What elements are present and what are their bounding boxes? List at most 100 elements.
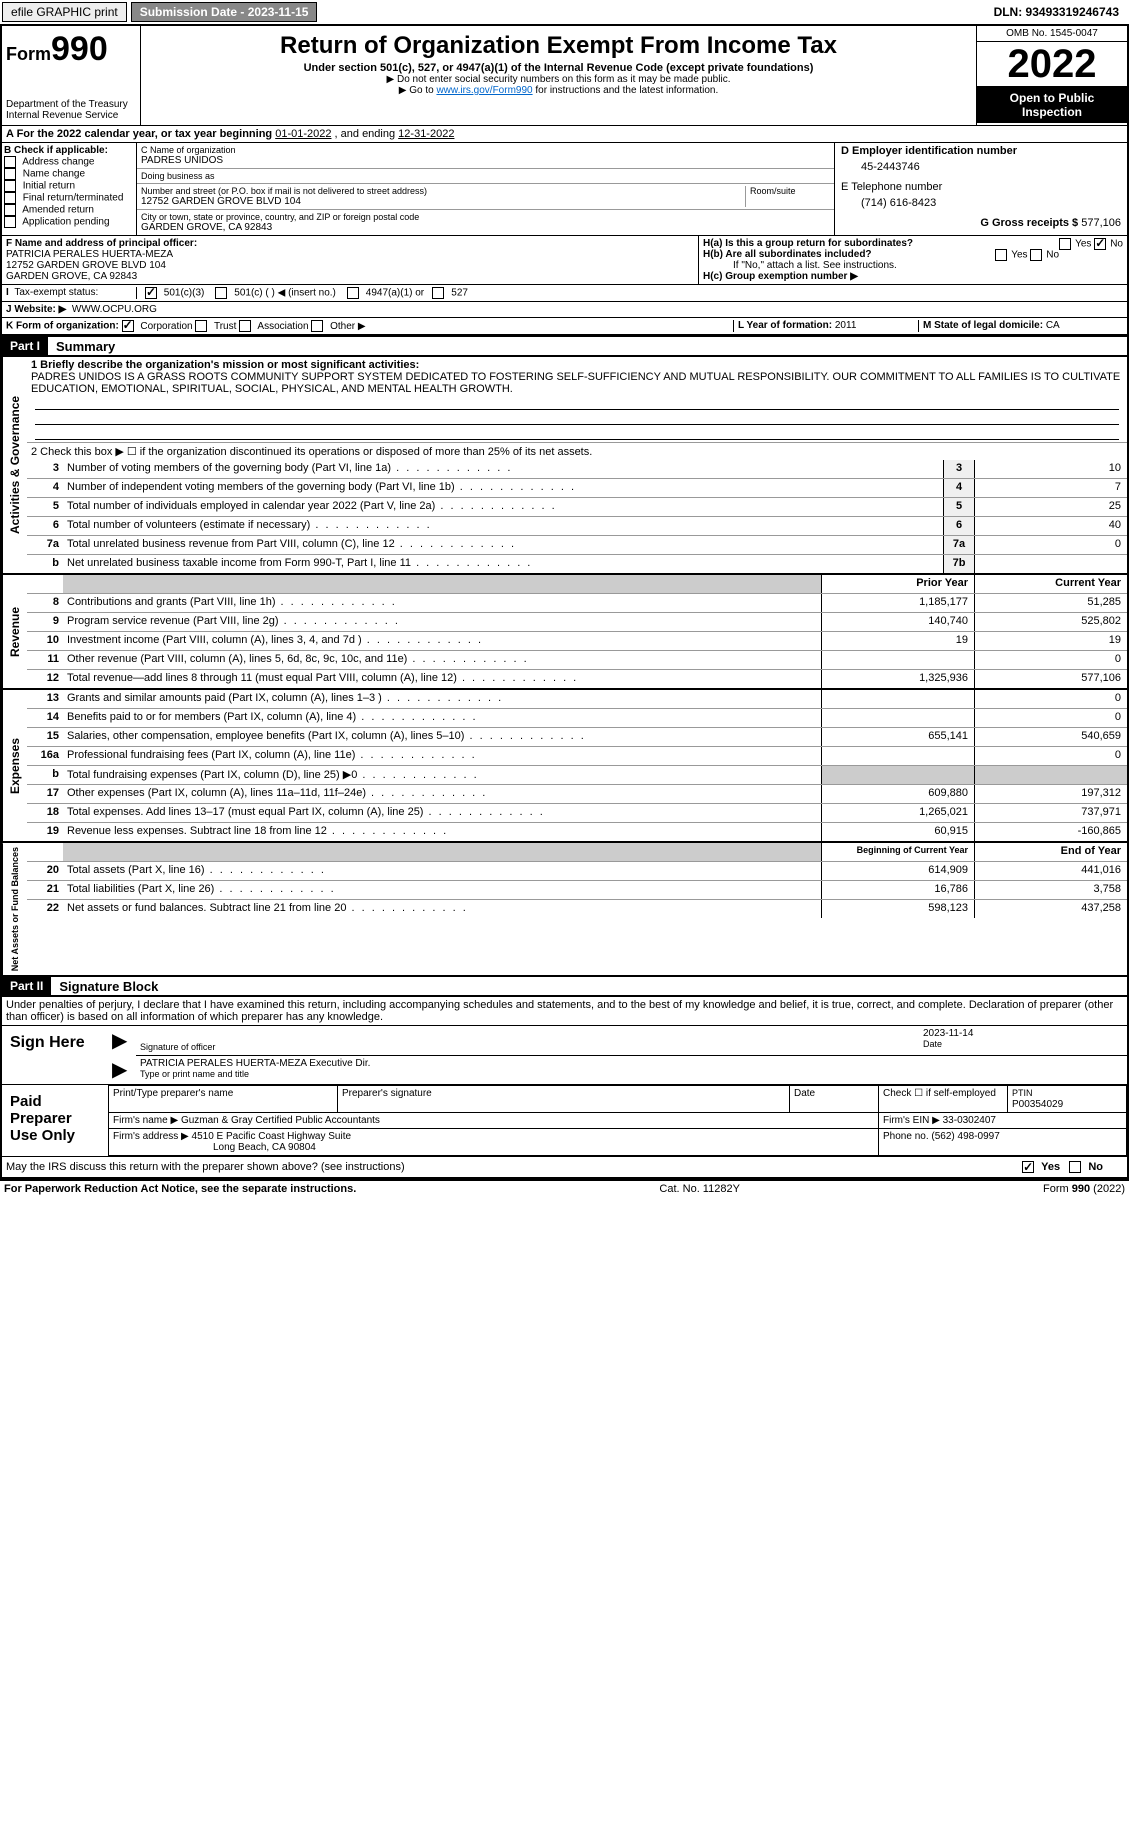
form-subtitle: Under section 501(c), 527, or 4947(a)(1)… [145, 62, 972, 74]
col-c-org-info: C Name of organization PADRES UNIDOS Doi… [137, 143, 835, 235]
firm-ein: 33-0302407 [943, 1115, 996, 1126]
principal-officer: F Name and address of principal officer:… [2, 236, 699, 284]
signature-block: Sign Here ▶ Signature of officer 2023-11… [0, 1025, 1129, 1179]
gov-line-4: 4Number of independent voting members of… [27, 479, 1127, 498]
begin-year-header: Beginning of Current Year [821, 843, 974, 861]
city: GARDEN GROVE, CA 92843 [141, 222, 830, 233]
form-word: Form [6, 44, 51, 64]
header-right: OMB No. 1545-0047 2022 Open to Public In… [976, 26, 1127, 125]
line-19: 19Revenue less expenses. Subtract line 1… [27, 823, 1127, 841]
checkbox-final-return-terminated: Final return/terminated [4, 192, 134, 204]
year-formation: 2011 [835, 320, 857, 331]
hb-yes[interactable] [995, 249, 1007, 261]
omb-number: OMB No. 1545-0047 [977, 26, 1127, 42]
paperwork-notice: For Paperwork Reduction Act Notice, see … [4, 1183, 356, 1195]
form-number: 990 [51, 30, 108, 68]
sign-date: 2023-11-14 [923, 1028, 1123, 1039]
year-begin: 01-01-2022 [275, 128, 331, 140]
checkbox-application-pending: Application pending [4, 216, 134, 228]
expenses-label: Expenses [2, 690, 27, 841]
dept-treasury: Department of the Treasury [6, 99, 136, 110]
checkbox-initial-return: Initial return [4, 180, 134, 192]
checkbox-amended-return: Amended return [4, 204, 134, 216]
discuss-yes[interactable] [1022, 1161, 1034, 1173]
submission-date: Submission Date - 2023-11-15 [131, 2, 318, 22]
irs-label: Internal Revenue Service [6, 110, 136, 121]
phone: (714) 616-8423 [841, 193, 1121, 217]
line-16a: 16aProfessional fundraising fees (Part I… [27, 747, 1127, 766]
row-i-tax-status: I Tax-exempt status: 501(c)(3) 501(c) ( … [0, 284, 1129, 301]
line-18: 18Total expenses. Add lines 13–17 (must … [27, 804, 1127, 823]
ptin: P00354029 [1012, 1099, 1063, 1110]
line-b: bTotal fundraising expenses (Part IX, co… [27, 766, 1127, 785]
paid-preparer-label: Paid Preparer Use Only [2, 1085, 108, 1156]
irs-link[interactable]: www.irs.gov/Form990 [436, 85, 532, 96]
line-10: 10Investment income (Part VIII, column (… [27, 632, 1127, 651]
dln: DLN: 93493319246743 [994, 5, 1127, 19]
line-20: 20Total assets (Part X, line 16)614,9094… [27, 862, 1127, 881]
gov-line-3: 3Number of voting members of the governi… [27, 460, 1127, 479]
discuss-row: May the IRS discuss this return with the… [2, 1156, 1127, 1177]
netassets-section: Net Assets or Fund Balances Beginning of… [0, 843, 1129, 977]
gross-receipts: 577,106 [1081, 217, 1121, 229]
discuss-no[interactable] [1069, 1161, 1081, 1173]
governance-label: Activities & Governance [2, 357, 27, 573]
row-fh: F Name and address of principal officer:… [0, 235, 1129, 284]
gov-line-7b: bNet unrelated business taxable income f… [27, 555, 1127, 573]
expenses-section: Expenses 13Grants and similar amounts pa… [0, 690, 1129, 843]
line-14: 14Benefits paid to or for members (Part … [27, 709, 1127, 728]
open-public: Open to Public Inspection [977, 87, 1127, 123]
end-year-header: End of Year [974, 843, 1127, 861]
line-17: 17Other expenses (Part IX, column (A), l… [27, 785, 1127, 804]
form-title: Return of Organization Exempt From Incom… [145, 32, 972, 60]
firm-phone: (562) 498-0997 [931, 1131, 999, 1142]
line-9: 9Program service revenue (Part VIII, lin… [27, 613, 1127, 632]
line-11: 11Other revenue (Part VIII, column (A), … [27, 651, 1127, 670]
row-k-form-org: K Form of organization: Corporation Trus… [0, 317, 1129, 336]
prior-year-header: Prior Year [821, 575, 974, 593]
efile-label: efile GRAPHIC print [2, 2, 127, 22]
501c3-check[interactable] [145, 287, 157, 299]
line-12: 12Total revenue—add lines 8 through 11 (… [27, 670, 1127, 688]
officer-name: PATRICIA PERALES HUERTA-MEZA Executive D… [140, 1058, 1123, 1069]
revenue-section: Revenue Prior Year Current Year 8Contrib… [0, 575, 1129, 690]
col-b-checkboxes: B Check if applicable: Address change Na… [2, 143, 137, 235]
gov-line-7a: 7aTotal unrelated business revenue from … [27, 536, 1127, 555]
line-15: 15Salaries, other compensation, employee… [27, 728, 1127, 747]
header-center: Return of Organization Exempt From Incom… [141, 26, 976, 125]
part-i-header: Part I Summary [0, 336, 1129, 357]
org-name: PADRES UNIDOS [141, 155, 830, 166]
row-a-tax-year: A For the 2022 calendar year, or tax yea… [0, 125, 1129, 143]
line-13: 13Grants and similar amounts paid (Part … [27, 690, 1127, 709]
efile-topbar: efile GRAPHIC print Submission Date - 20… [0, 0, 1129, 24]
netassets-label: Net Assets or Fund Balances [2, 843, 27, 975]
current-year-header: Current Year [974, 575, 1127, 593]
mission-text: PADRES UNIDOS IS A GRASS ROOTS COMMUNITY… [31, 371, 1120, 395]
part-ii-header: Part II Signature Block [0, 977, 1129, 997]
group-return: H(a) Is this a group return for subordin… [699, 236, 1127, 284]
section-bcd: B Check if applicable: Address change Na… [0, 143, 1129, 235]
revenue-label: Revenue [2, 575, 27, 688]
ha-no[interactable] [1094, 238, 1106, 250]
tax-year: 2022 [977, 42, 1127, 87]
ha-yes[interactable] [1059, 238, 1071, 250]
goto-note: ▶ Go to www.irs.gov/Form990 for instruct… [145, 85, 972, 96]
gov-line-5: 5Total number of individuals employed in… [27, 498, 1127, 517]
firm-addr: 4510 E Pacific Coast Highway Suite [192, 1131, 352, 1142]
hb-no[interactable] [1030, 249, 1042, 261]
state-domicile: CA [1046, 320, 1060, 331]
governance-section: Activities & Governance 1 Briefly descri… [0, 357, 1129, 575]
website: WWW.OCPU.ORG [72, 304, 157, 315]
checkbox-name-change: Name change [4, 168, 134, 180]
line-22: 22Net assets or fund balances. Subtract … [27, 900, 1127, 918]
line-21: 21Total liabilities (Part X, line 26)16,… [27, 881, 1127, 900]
gov-line-6: 6Total number of volunteers (estimate if… [27, 517, 1127, 536]
q2-checkbox-line: 2 Check this box ▶ ☐ if the organization… [27, 442, 1127, 460]
line-8: 8Contributions and grants (Part VIII, li… [27, 594, 1127, 613]
row-j-website: J Website: ▶ WWW.OCPU.ORG [0, 301, 1129, 317]
header-left: Form990 Department of the Treasury Inter… [2, 26, 141, 125]
form-header: Form990 Department of the Treasury Inter… [0, 24, 1129, 125]
col-d-ein: D Employer identification number 45-2443… [835, 143, 1127, 235]
cat-no: Cat. No. 11282Y [659, 1183, 740, 1195]
sign-here-label: Sign Here [2, 1026, 108, 1084]
